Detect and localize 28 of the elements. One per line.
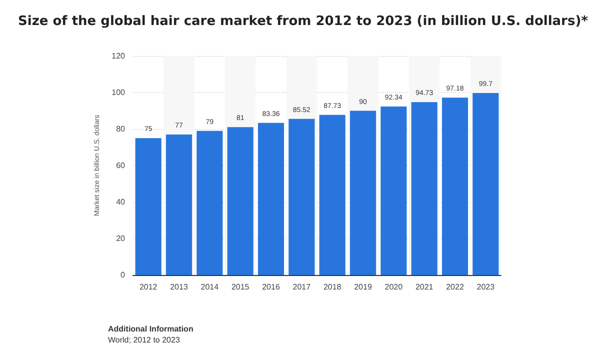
bar [319, 114, 346, 275]
bar [258, 122, 284, 275]
y-tick-label: 100 [112, 88, 126, 97]
x-tick-label: 2019 [354, 282, 372, 292]
y-tick-label: 80 [116, 124, 126, 134]
bar [196, 130, 223, 275]
y-tick-label: 20 [116, 234, 126, 243]
x-tick-label: 2016 [262, 282, 280, 292]
x-tick-label: 2022 [446, 282, 464, 292]
x-tick-label: 2018 [323, 282, 342, 292]
bar [442, 98, 468, 275]
y-tick-label: 60 [116, 161, 126, 170]
x-tick-label: 2015 [231, 282, 250, 292]
x-tick-label: 2013 [170, 282, 188, 292]
text: World; 2012 to 2023 [108, 336, 180, 344]
x-tick-label: 2020 [384, 282, 404, 292]
bar [135, 138, 162, 275]
y-tick-label: 40 [116, 198, 126, 206]
x-tick-label: 2014 [200, 282, 220, 292]
text: Additional Information [108, 324, 194, 334]
bar [380, 106, 407, 275]
x-tick-label: 2012 [139, 282, 158, 292]
x-tick-label: 2023 [476, 282, 496, 292]
x-tick-label: 2021 [415, 282, 434, 292]
chart-title: Size of the global hair care market from 2012 to 2023 (in billion U.S. dollars)* [18, 14, 588, 29]
y-tick-label: 0 [120, 270, 126, 280]
y-tick-label: 120 [112, 52, 126, 60]
x-tick-label: 2017 [292, 282, 312, 292]
